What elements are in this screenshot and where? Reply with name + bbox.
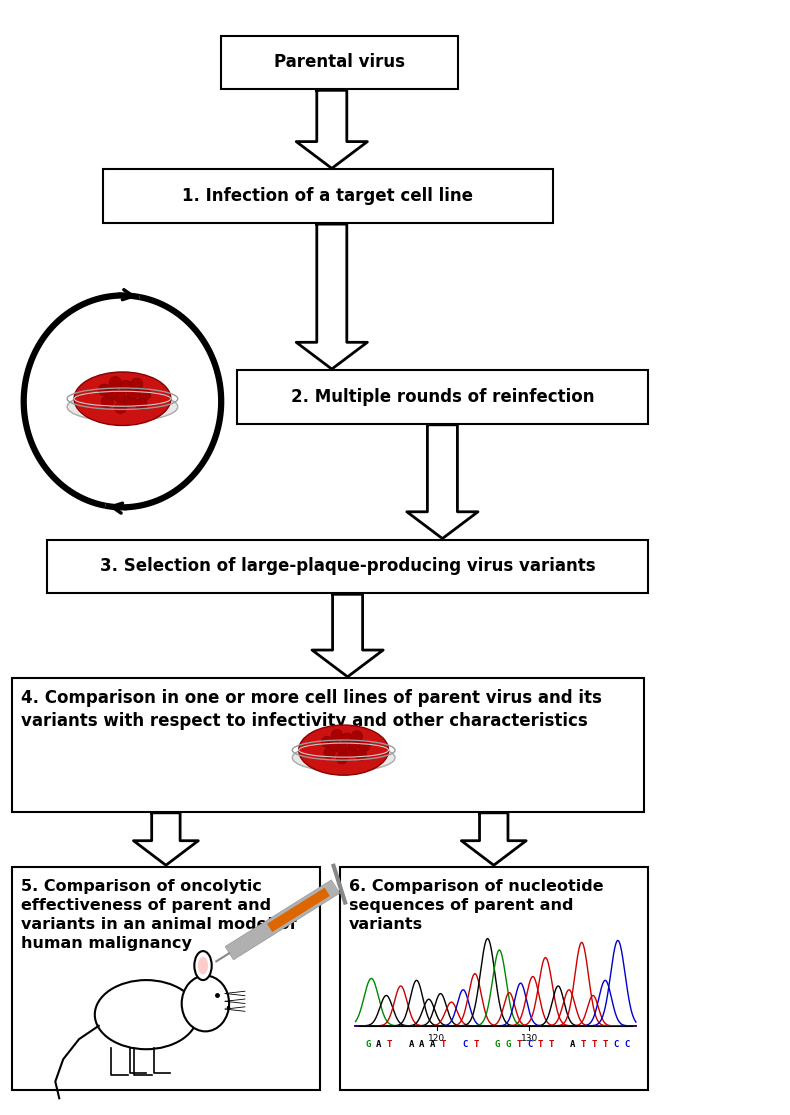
Ellipse shape — [124, 395, 137, 407]
FancyBboxPatch shape — [103, 169, 553, 223]
Ellipse shape — [328, 739, 339, 750]
Text: T: T — [592, 1040, 597, 1049]
Polygon shape — [134, 813, 198, 865]
Text: 120: 120 — [428, 1034, 446, 1043]
Text: G: G — [506, 1040, 511, 1049]
Polygon shape — [461, 813, 526, 865]
Text: T: T — [473, 1040, 479, 1049]
Ellipse shape — [198, 957, 209, 975]
Text: 3. Selection of large-plaque-producing virus variants: 3. Selection of large-plaque-producing v… — [100, 558, 596, 575]
Text: 5. Comparison of oncolytic
effectiveness of parent and
variants in an animal mod: 5. Comparison of oncolytic effectiveness… — [21, 879, 297, 951]
Text: C: C — [462, 1040, 468, 1049]
Ellipse shape — [109, 377, 122, 388]
Ellipse shape — [322, 736, 333, 747]
Ellipse shape — [337, 753, 348, 764]
Text: C: C — [527, 1040, 532, 1049]
Ellipse shape — [120, 380, 132, 392]
Text: A: A — [376, 1040, 382, 1049]
Text: T: T — [517, 1040, 521, 1049]
Text: A: A — [430, 1040, 435, 1049]
Ellipse shape — [114, 390, 126, 403]
Ellipse shape — [324, 747, 335, 758]
Ellipse shape — [335, 743, 347, 754]
Text: C: C — [624, 1040, 630, 1049]
Text: Parental virus: Parental virus — [274, 54, 405, 71]
Ellipse shape — [99, 384, 111, 396]
Text: A: A — [408, 1040, 414, 1049]
Ellipse shape — [135, 398, 147, 410]
Ellipse shape — [299, 725, 389, 775]
Ellipse shape — [331, 729, 343, 740]
Text: T: T — [549, 1040, 554, 1049]
Text: A: A — [419, 1040, 425, 1049]
Text: 4. Comparison in one or more cell lines of parent virus and its
variants with re: 4. Comparison in one or more cell lines … — [21, 689, 602, 730]
Ellipse shape — [139, 388, 151, 400]
Ellipse shape — [356, 749, 367, 760]
Ellipse shape — [131, 378, 143, 390]
FancyBboxPatch shape — [237, 370, 648, 424]
Text: 6. Comparison of nucleotide
sequences of parent and
variants: 6. Comparison of nucleotide sequences of… — [349, 879, 604, 932]
Ellipse shape — [352, 730, 363, 741]
FancyBboxPatch shape — [47, 540, 648, 593]
Text: T: T — [441, 1040, 446, 1049]
Text: C: C — [614, 1040, 619, 1049]
Text: 2. Multiple rounds of reinfection: 2. Multiple rounds of reinfection — [291, 388, 594, 406]
FancyBboxPatch shape — [221, 36, 458, 89]
Polygon shape — [312, 594, 383, 677]
Text: G: G — [366, 1040, 371, 1049]
Text: A: A — [570, 1040, 576, 1049]
Ellipse shape — [345, 747, 356, 758]
Ellipse shape — [182, 976, 229, 1031]
Ellipse shape — [127, 387, 139, 399]
Ellipse shape — [194, 951, 212, 980]
Ellipse shape — [67, 392, 178, 421]
Ellipse shape — [101, 396, 114, 408]
Text: G: G — [495, 1040, 500, 1049]
FancyBboxPatch shape — [12, 678, 644, 812]
Text: 1. Infection of a target cell line: 1. Infection of a target cell line — [182, 187, 473, 205]
Text: T: T — [387, 1040, 393, 1049]
Polygon shape — [296, 224, 367, 369]
Text: T: T — [581, 1040, 586, 1049]
Ellipse shape — [348, 739, 359, 750]
Ellipse shape — [359, 740, 370, 752]
FancyBboxPatch shape — [12, 867, 320, 1090]
Ellipse shape — [95, 980, 198, 1049]
Text: T: T — [603, 1040, 608, 1049]
Polygon shape — [407, 425, 478, 539]
Ellipse shape — [115, 401, 126, 414]
Text: 130: 130 — [521, 1034, 538, 1043]
Ellipse shape — [106, 387, 118, 399]
Ellipse shape — [292, 744, 395, 772]
Text: T: T — [538, 1040, 544, 1049]
Ellipse shape — [341, 733, 352, 744]
Ellipse shape — [74, 372, 171, 426]
Polygon shape — [296, 90, 367, 168]
FancyBboxPatch shape — [340, 867, 648, 1090]
